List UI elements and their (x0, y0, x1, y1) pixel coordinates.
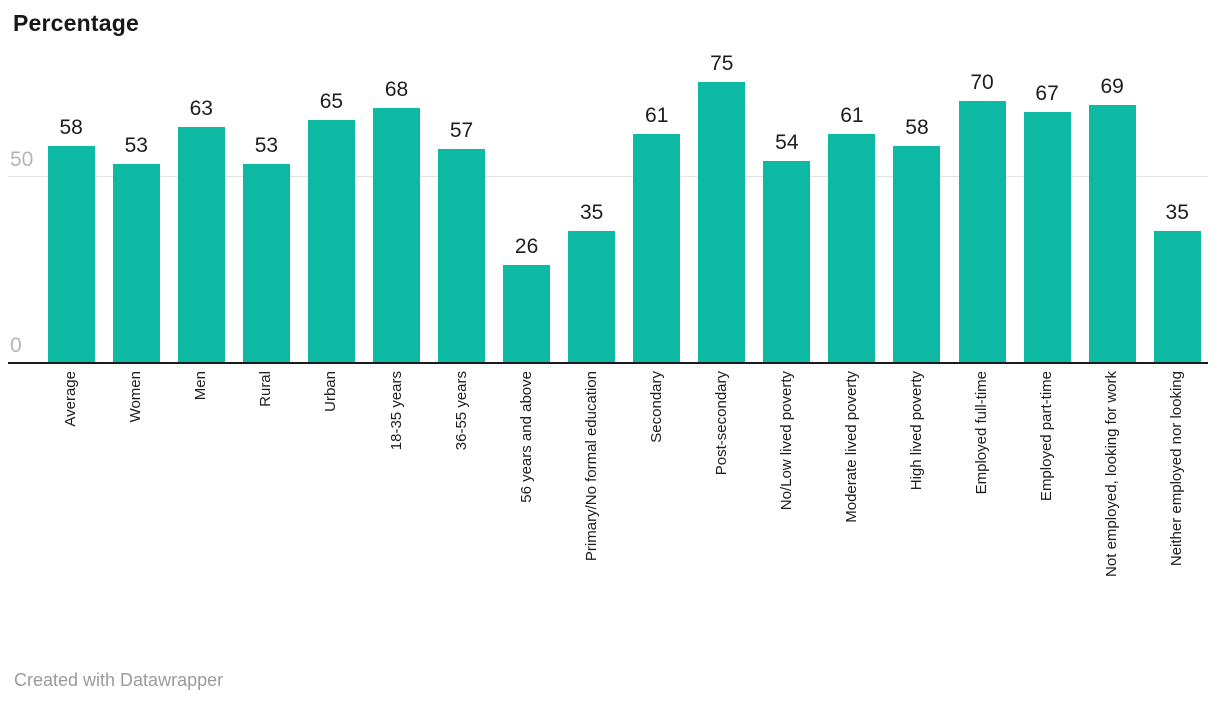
category-label: Women (127, 371, 145, 423)
bar[interactable] (112, 164, 160, 362)
value-label: 57 (449, 119, 474, 143)
value-label: 26 (514, 235, 539, 259)
value-label: 67 (1035, 82, 1059, 106)
category-label: High lived poverty (907, 371, 925, 491)
bar[interactable] (958, 100, 1006, 362)
bar[interactable] (568, 231, 616, 362)
bar[interactable] (242, 164, 290, 362)
bar[interactable] (1023, 112, 1071, 362)
y-tick-label-0: 0 (10, 334, 22, 357)
value-label: 35 (1165, 201, 1189, 225)
category-label: Primary/No formal education (582, 371, 600, 562)
value-label: 61 (645, 104, 669, 128)
category-label: Neither employed nor looking (1168, 371, 1186, 567)
bar[interactable] (1088, 104, 1136, 362)
category-label: Employed part-time (1038, 371, 1056, 502)
bar[interactable] (763, 160, 811, 362)
category-label: Post-secondary (712, 371, 730, 476)
bar[interactable] (503, 265, 551, 362)
value-label: 69 (1100, 74, 1124, 98)
category-label: Employed full-time (973, 371, 991, 495)
category-label: No/Low lived poverty (777, 371, 795, 511)
y-tick-label-50: 50 (10, 147, 34, 171)
category-label: Average (62, 371, 80, 427)
gridline-50 (8, 175, 1208, 177)
value-label: 58 (905, 115, 929, 139)
value-label: 35 (579, 201, 604, 225)
chart-title: Percentage (13, 10, 140, 36)
category-label: 36-55 years (452, 371, 470, 451)
bar[interactable] (698, 82, 746, 362)
bar[interactable] (1153, 231, 1201, 362)
bar[interactable] (307, 119, 355, 362)
attribution-link[interactable]: Created with Datawrapper (14, 670, 224, 690)
value-label: 68 (384, 78, 409, 102)
bar[interactable] (373, 108, 420, 362)
category-label: 18-35 years (387, 371, 405, 451)
value-label: 53 (124, 134, 148, 158)
value-label: 63 (189, 97, 213, 120)
category-label: Rural (257, 371, 275, 407)
bar[interactable] (177, 127, 225, 362)
category-label: Secondary (647, 371, 665, 443)
bar[interactable] (828, 134, 876, 362)
category-label: Moderate lived poverty (842, 371, 860, 523)
value-label: 54 (775, 130, 799, 154)
category-label: 56 years and above (517, 371, 535, 503)
value-label: 65 (319, 89, 344, 113)
category-label: Urban (322, 371, 340, 412)
category-label: Not employed, looking for work (1103, 371, 1121, 577)
bar[interactable] (893, 145, 941, 362)
value-label: 58 (59, 115, 83, 139)
value-label: 53 (254, 134, 279, 158)
value-label: 75 (710, 52, 734, 76)
bar[interactable] (47, 145, 95, 362)
bar[interactable] (633, 134, 681, 362)
value-label: 61 (840, 104, 864, 128)
bar[interactable] (438, 149, 486, 362)
x-axis-line (8, 362, 1208, 364)
value-label: 70 (970, 70, 994, 94)
category-label: Men (192, 371, 210, 401)
